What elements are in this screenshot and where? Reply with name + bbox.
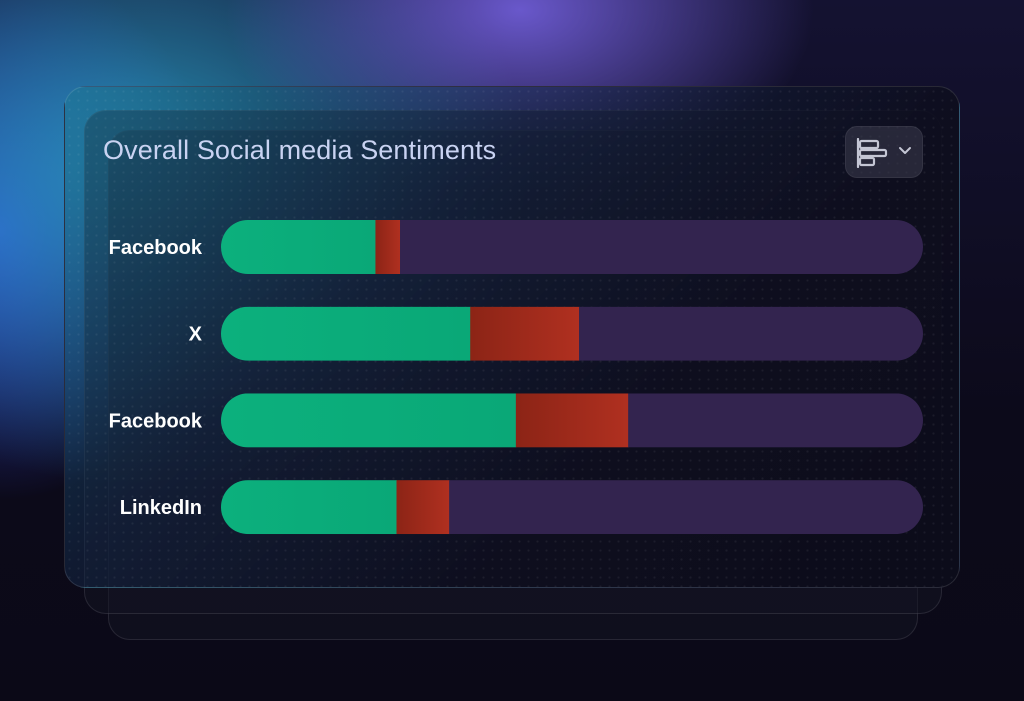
neutral-segment	[449, 480, 923, 535]
neutral-segment	[579, 306, 923, 361]
sentiment-bar-chart: Facebook X Facebook LinkedIn	[109, 220, 923, 535]
negative-segment	[470, 306, 580, 361]
category-label: LinkedIn	[120, 497, 202, 519]
chart-type-dropdown-button[interactable]	[845, 126, 923, 178]
category-label: X	[189, 324, 203, 346]
negative-segment	[396, 480, 450, 535]
sentiment-card: Overall Social media Sentiments Facebook…	[64, 86, 960, 588]
positive-segment	[221, 480, 397, 535]
bar-row: Facebook	[109, 393, 923, 448]
positive-segment	[221, 393, 517, 448]
negative-segment	[515, 393, 629, 448]
bar-row: LinkedIn	[120, 480, 923, 535]
neutral-segment	[400, 220, 923, 274]
positive-segment	[221, 306, 471, 361]
chevron-down-icon	[899, 147, 911, 154]
neutral-segment	[628, 393, 923, 448]
bar-chart-horizontal-icon	[856, 138, 888, 168]
positive-segment	[221, 220, 376, 274]
category-label: Facebook	[109, 410, 203, 432]
bar-row: X	[189, 306, 923, 361]
category-label: Facebook	[109, 237, 203, 259]
negative-segment	[375, 220, 401, 274]
bar-row: Facebook	[109, 220, 923, 274]
chart-title: Overall Social media Sentiments	[103, 135, 497, 165]
